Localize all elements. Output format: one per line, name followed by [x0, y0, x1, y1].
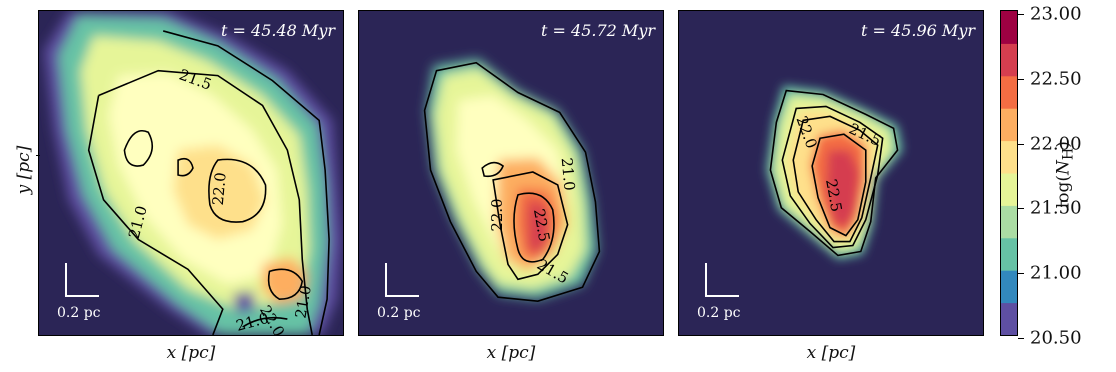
colorbar-band: [1001, 11, 1017, 44]
panel-3: 22.0 21.5 22.5 t = 45.96 Myr 0.2 pc: [678, 10, 984, 336]
scale-bar-label: 0.2 pc: [57, 305, 101, 321]
colorbar-tick-label: 21.50: [1030, 197, 1082, 219]
time-label: t = 45.48 Myr: [221, 21, 335, 40]
colorbar-band: [1001, 140, 1017, 174]
scale-bar: [65, 263, 99, 297]
colorbar-gradient: [1001, 11, 1017, 335]
contour-label: 22.0: [488, 198, 506, 231]
colorbar-tick-label: 22.50: [1030, 68, 1082, 90]
colorbar-tick: [1018, 143, 1024, 145]
x-axis-label-text: x [pc]: [166, 343, 216, 363]
x-axis-label-text: x [pc]: [806, 343, 856, 363]
colorbar-band: [1001, 173, 1017, 206]
colorbar-label: log(NH): [1053, 141, 1077, 209]
scale-bar-label: 0.2 pc: [377, 305, 421, 321]
x-axis-label-text: x [pc]: [486, 343, 536, 363]
colorbar-band: [1001, 302, 1017, 335]
scale-bar-label: 0.2 pc: [697, 305, 741, 321]
contour-label: 22.5: [822, 178, 845, 214]
colorbar-ticks: 23.00 22.50 22.00 21.50 21.00 20.50: [1018, 0, 1098, 372]
x-axis-label: x [pc]: [771, 343, 891, 363]
scale-bar: [385, 263, 419, 297]
column-density-map-2: 21.0 22.0 22.5 21.5: [423, 58, 601, 302]
colorbar-tick: [1018, 338, 1024, 339]
panel-1: 21.5 22.0 21.0 22.0 21.0 21.0 t = 45.48 …: [38, 10, 344, 336]
x-axis-label: x [pc]: [131, 343, 251, 363]
colorbar-band: [1001, 108, 1017, 142]
scale-bar: [705, 263, 739, 297]
panel-2: 21.0 22.0 22.5 21.5 t = 45.72 Myr 0.2 pc: [358, 10, 664, 336]
column-density-map-3: 22.0 21.5 22.5: [766, 85, 903, 260]
colorbar-band: [1001, 205, 1017, 239]
colorbar-tick-label: 23.00: [1030, 3, 1082, 25]
time-label: t = 45.96 Myr: [861, 21, 975, 40]
colorbar-band: [1001, 43, 1017, 77]
colorbar-tick: [1018, 14, 1024, 15]
column-density-map-1: 21.5 22.0 21.0 22.0 21.0 21.0: [43, 11, 343, 335]
contour-label: 22.0: [209, 172, 230, 207]
contour-label: 22.5: [530, 207, 553, 243]
colorbar-tick-label: 20.50: [1030, 327, 1082, 349]
y-axis-label: y [pc]: [14, 140, 34, 200]
colorbar-tick: [1018, 78, 1024, 80]
colorbar-band: [1001, 75, 1017, 109]
colorbar-tick: [1018, 208, 1024, 210]
time-label: t = 45.72 Myr: [541, 21, 655, 40]
colorbar-band: [1001, 237, 1017, 271]
colorbar-band: [1001, 270, 1017, 304]
colorbar: [1000, 10, 1018, 336]
y-axis-label-text: y [pc]: [14, 145, 34, 195]
y-axis-tick: [36, 155, 40, 156]
colorbar-tick-label: 21.00: [1030, 262, 1082, 284]
colorbar-tick: [1018, 273, 1024, 275]
contour-label: 21.0: [558, 157, 579, 192]
x-axis-label: x [pc]: [451, 343, 571, 363]
contour-label: 21.0: [291, 284, 314, 320]
colorbar-tick-label: 22.00: [1030, 133, 1082, 155]
